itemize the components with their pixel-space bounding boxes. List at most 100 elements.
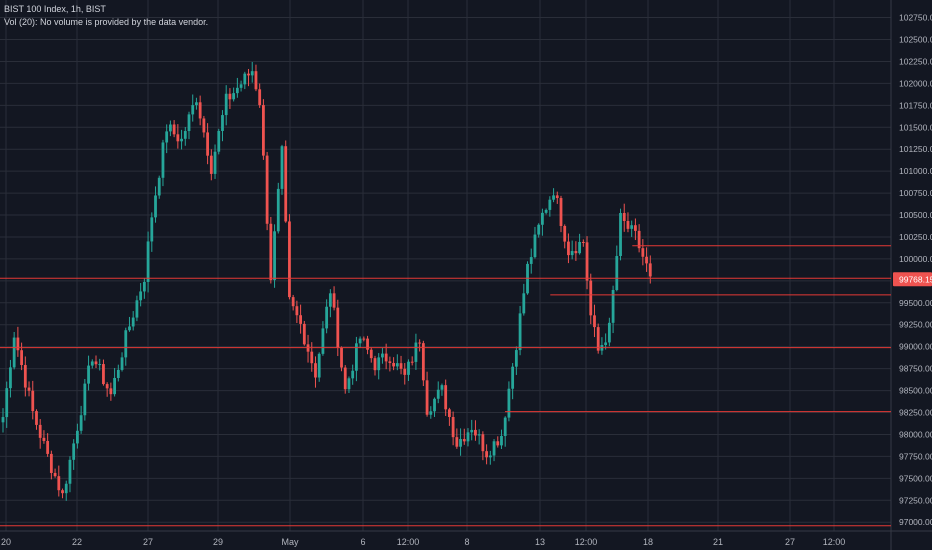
candle-body (57, 476, 61, 491)
candle-body (448, 409, 451, 417)
candle-body (195, 102, 198, 106)
candle-body (295, 306, 299, 316)
candle-body (481, 434, 485, 452)
candle-body (407, 361, 410, 375)
candle-body (131, 317, 135, 327)
candle-body (172, 124, 176, 135)
price-tick-label: 100000.00 (899, 254, 932, 264)
time-tick-label: 6 (360, 537, 365, 547)
candle-body (228, 93, 232, 100)
candle-body (213, 151, 217, 174)
candle-body (16, 337, 20, 351)
candle-body (552, 195, 555, 200)
candle-body (474, 429, 477, 436)
candle-body (611, 290, 615, 323)
candle-body (90, 361, 94, 366)
candle-body (94, 361, 98, 365)
time-tick-label: 20 (1, 537, 11, 547)
candle-body (537, 224, 541, 235)
price-tick-label: 100750.00 (899, 188, 932, 198)
candle-body (496, 441, 500, 446)
candle-body (410, 361, 414, 363)
candle-body (570, 251, 574, 256)
candle-body (399, 363, 403, 369)
candle-body (548, 199, 552, 210)
candle-body (362, 338, 366, 340)
last-price-tag (893, 272, 932, 287)
price-tick-label: 102250.00 (899, 56, 932, 66)
candle-body (444, 385, 448, 410)
price-tick-label: 99500.00 (899, 298, 932, 308)
candle-body (429, 411, 433, 415)
candle-body (328, 293, 332, 307)
time-tick-label: 29 (213, 537, 223, 547)
candle-body (488, 455, 492, 458)
candle-body (53, 472, 57, 477)
candle-body (369, 349, 373, 359)
candle-body (23, 365, 27, 388)
candle-body (381, 353, 384, 358)
candle-body (314, 363, 317, 378)
time-tick-label: 12:00 (823, 537, 846, 547)
volume-legend: Vol (20): No volume is provided by the d… (4, 17, 209, 27)
price-tick-label: 99250.00 (899, 320, 932, 330)
price-tick-label: 102750.00 (899, 13, 932, 23)
candle-body (31, 390, 35, 412)
candle-body (299, 315, 302, 324)
candle-body (116, 369, 120, 378)
candle-body (142, 281, 146, 292)
candle-body (514, 350, 518, 367)
candle-body (87, 365, 90, 384)
candle-body (79, 415, 83, 431)
candle-body (209, 155, 213, 174)
last-price-label: 99768.15 (899, 274, 932, 284)
candle-body (622, 213, 626, 221)
price-tick-label: 98500.00 (899, 386, 932, 396)
candle-body (340, 347, 343, 368)
candle-body (544, 209, 548, 213)
candle-body (615, 256, 619, 291)
candle-body (503, 417, 507, 436)
candle-body (113, 377, 116, 395)
candle-body (239, 84, 243, 88)
time-tick-label: 27 (785, 537, 795, 547)
candle-body (61, 490, 64, 494)
candle-body (232, 93, 236, 100)
candle-body (42, 437, 46, 441)
candle-body (325, 306, 329, 329)
candle-body (477, 434, 481, 436)
candle-body (169, 124, 172, 132)
candle-body (310, 351, 314, 364)
candle-body (291, 297, 295, 307)
candle-body (176, 134, 180, 142)
candle-body (258, 89, 262, 106)
candle-body (139, 291, 143, 301)
candle-body (150, 217, 154, 242)
candle-body (555, 195, 559, 199)
candle-body (284, 146, 288, 222)
candle-body (269, 223, 273, 281)
candle-body (634, 225, 637, 231)
candle-body (384, 353, 388, 362)
candle-body (76, 430, 79, 444)
candle-body (20, 350, 23, 366)
candle-body (578, 241, 581, 254)
price-tick-label: 98250.00 (899, 408, 932, 418)
candle-body (198, 102, 202, 119)
candle-body (12, 337, 16, 368)
candle-body (98, 364, 102, 366)
candle-body (619, 213, 622, 257)
candle-body (321, 328, 325, 354)
candle-body (202, 118, 206, 133)
candle-body (470, 429, 474, 433)
candle-body (288, 221, 291, 298)
candle-body (351, 370, 355, 379)
candle-body (347, 378, 351, 390)
candle-body (596, 327, 600, 351)
candle-body (165, 131, 169, 143)
candle-body (9, 367, 12, 389)
candle-body (630, 225, 634, 229)
candle-body (518, 313, 522, 351)
